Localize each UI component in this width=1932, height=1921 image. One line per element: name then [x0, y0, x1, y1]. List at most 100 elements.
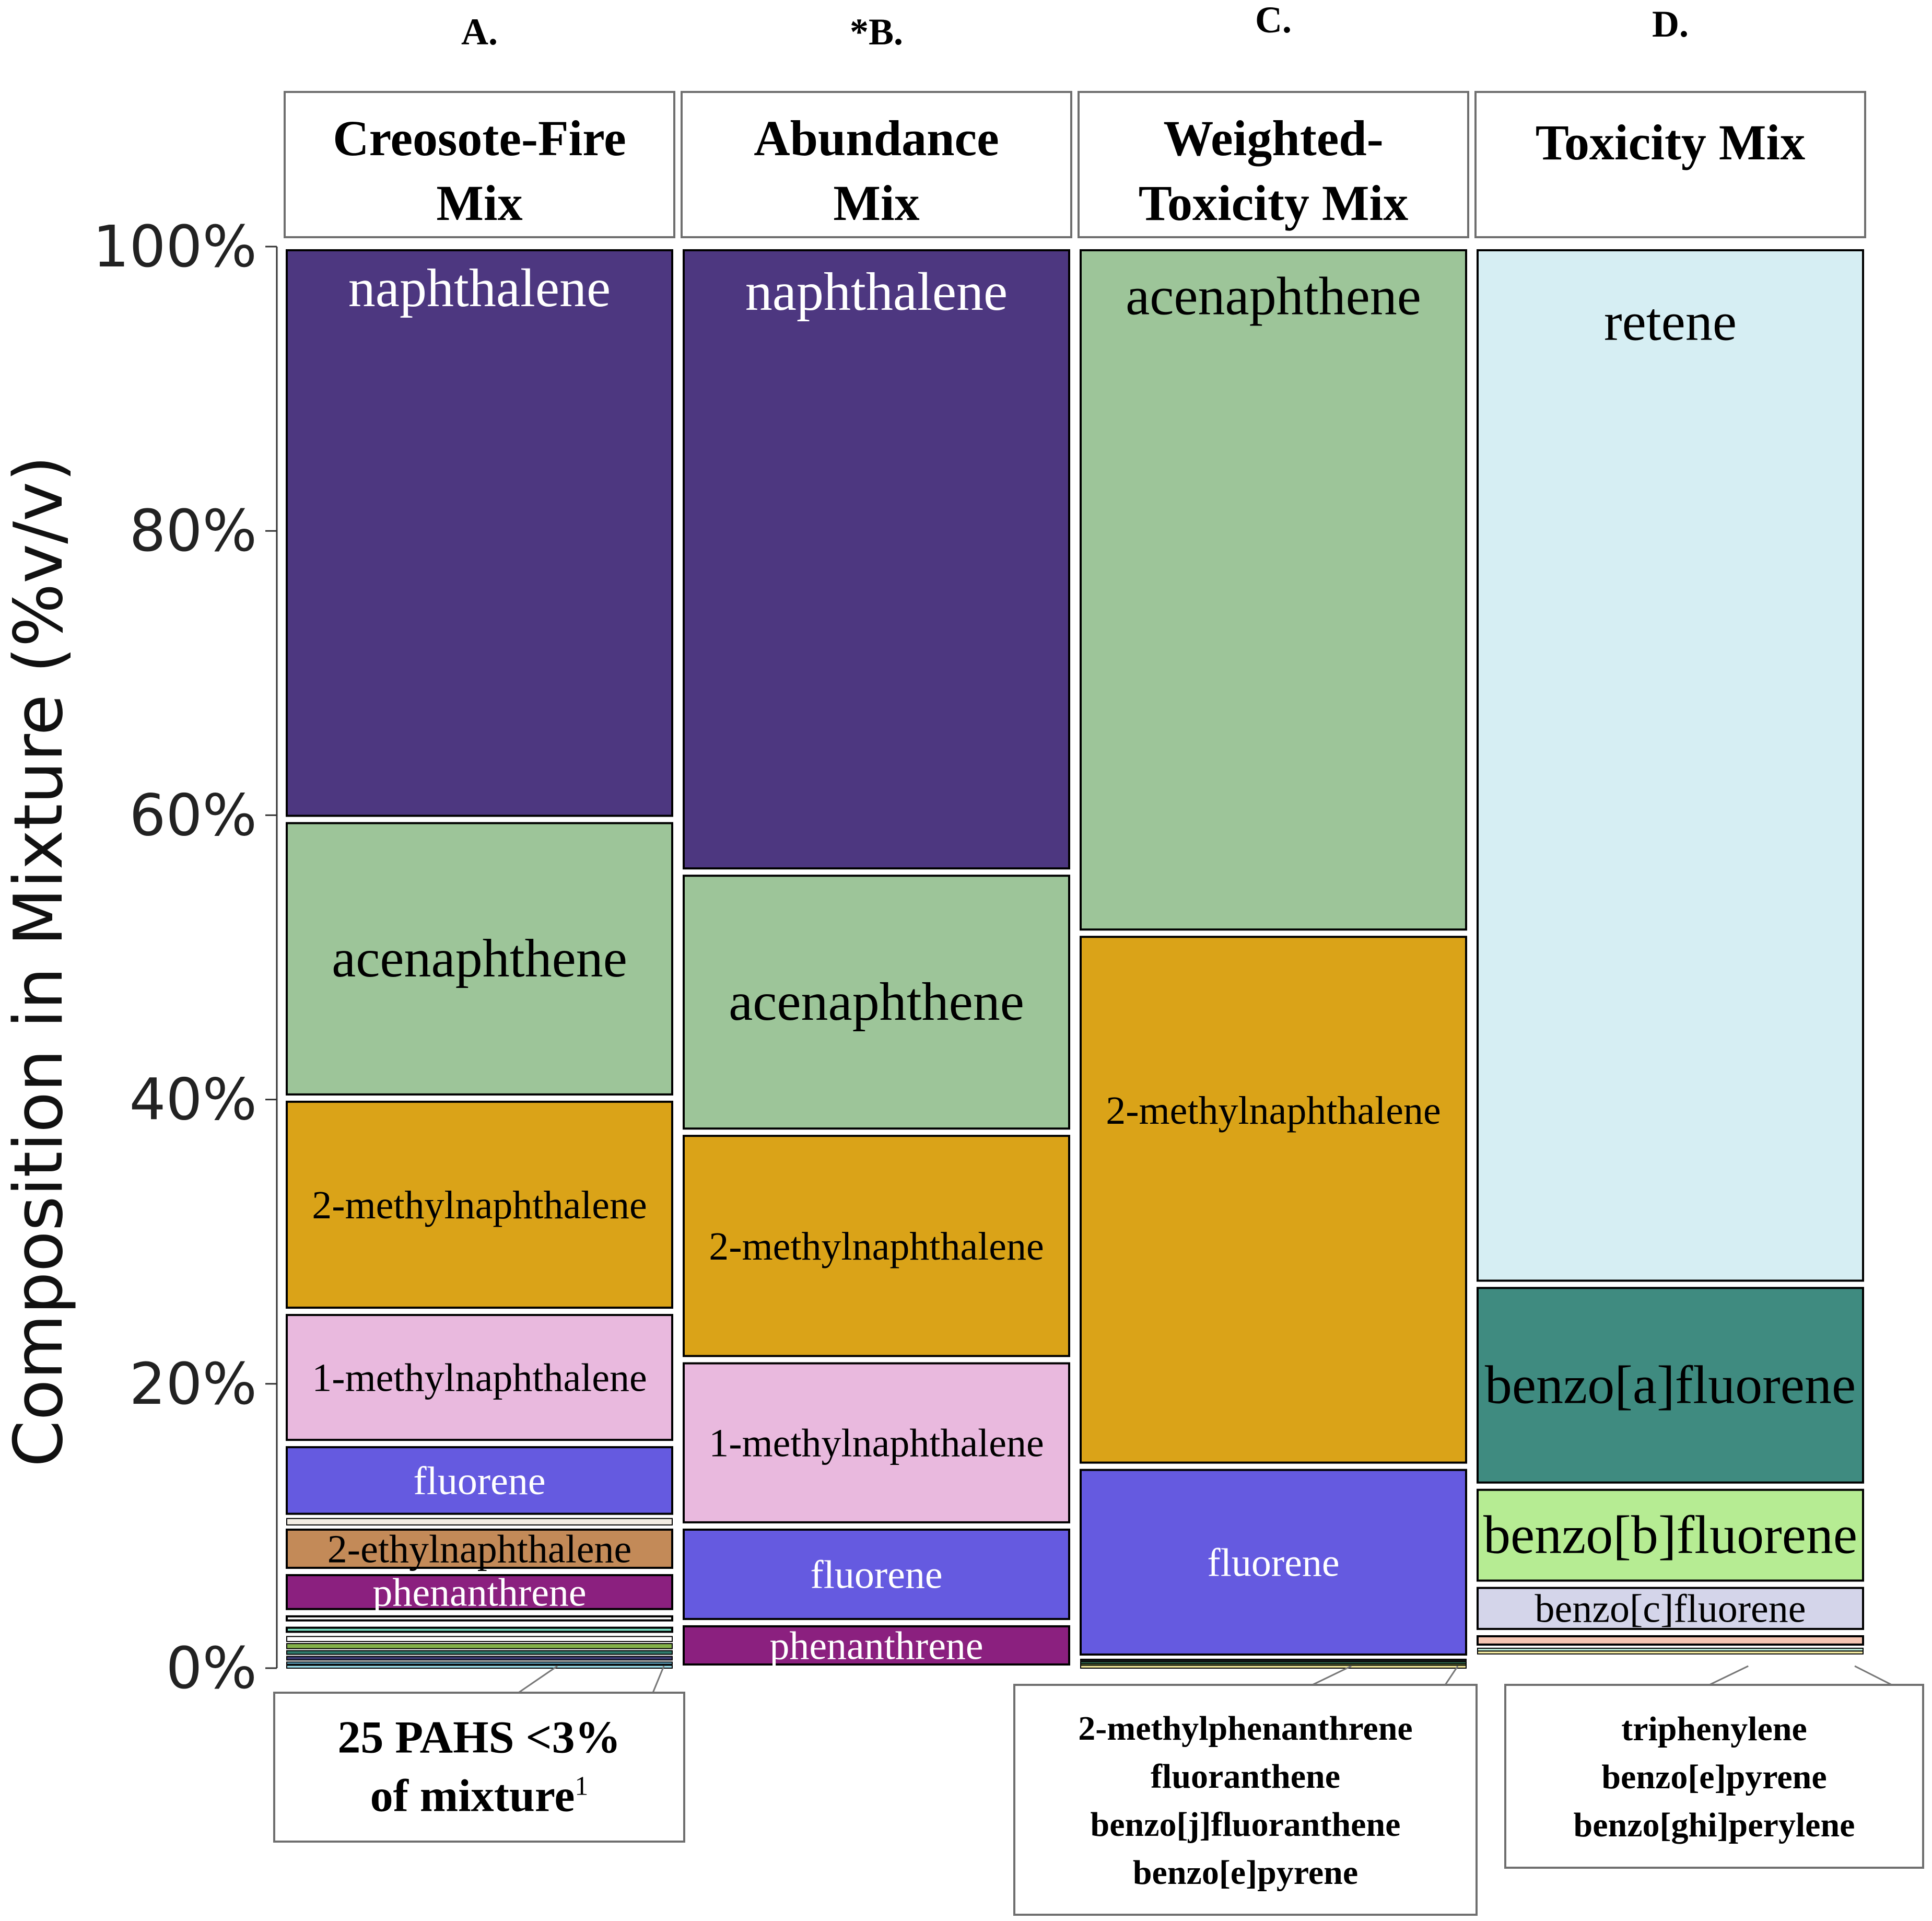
segment-label: naphthalene	[348, 258, 611, 318]
y-axis-ticks: 0% 20% 40% 60% 80% 100%	[93, 213, 277, 1702]
segment-label: retene	[1604, 292, 1737, 352]
bar-segment	[1477, 1287, 1864, 1484]
annotation-text: 25 PAHS <3%	[337, 1713, 620, 1763]
panel-title-strip	[681, 91, 1072, 238]
segment-label: acenaphthene	[332, 928, 627, 988]
annotation-text: benzo[j]fluoranthene	[1091, 1806, 1401, 1844]
bar-segment	[683, 1528, 1070, 1620]
bar-segment	[286, 1650, 673, 1655]
panel-letter: D.	[1652, 3, 1689, 45]
panel-2: *B. Abundance Mix naphthalene acenaphthene 2-…	[681, 11, 1072, 1668]
leader-line	[1854, 1665, 1892, 1686]
panel-3: C. Weighted- Toxicity Mix acenaphthene 2-met…	[1078, 0, 1469, 1669]
y-axis-label: Composition in Mixture (%v/v)	[0, 456, 78, 1467]
segment-label: acenaphthene	[729, 972, 1024, 1032]
segment-label: 1-methylnaphthalene	[709, 1422, 1044, 1465]
bar-segment	[286, 1636, 673, 1643]
panels: A. Creosote-Fire Mix naphthalene acenaphthen…	[284, 0, 1866, 1669]
leader-line	[1312, 1665, 1352, 1686]
bar-segment	[1080, 1469, 1467, 1656]
bar-segment	[1477, 1587, 1864, 1630]
annotation-text: benzo[e]pyrene	[1601, 1758, 1826, 1796]
segment-label: 2-methylnaphthalene	[709, 1225, 1044, 1268]
segment-label: phenanthrene	[769, 1624, 983, 1668]
segment-label: acenaphthene	[1126, 266, 1421, 327]
y-tick-label: 100%	[93, 213, 257, 280]
panel-title: Creosote-Fire	[333, 110, 626, 166]
annotation-text: 2-methylphenanthrene	[1078, 1709, 1412, 1748]
segment-label: phenanthrene	[372, 1570, 586, 1614]
segment-label: fluorene	[810, 1553, 942, 1597]
panel-4: D. Toxicity Mix retene benzo[a]fluorene benz…	[1474, 3, 1866, 1655]
bar-segment	[286, 1574, 673, 1610]
bar-segment	[286, 1615, 673, 1622]
annotation-callout: 2-methylphenanthrene fluoranthene benzo[j]…	[1013, 1665, 1478, 1916]
bar-segment	[286, 1643, 673, 1649]
bar-segment	[286, 1100, 673, 1309]
bar-segment	[286, 1661, 673, 1665]
bar-segment	[286, 1518, 673, 1526]
bar-segment	[1477, 1488, 1864, 1582]
bar-segment	[683, 1625, 1070, 1666]
bar-segment	[683, 249, 1070, 870]
panel-title: Mix	[436, 175, 522, 231]
annotation-box	[1013, 1684, 1478, 1916]
leader-line	[1444, 1666, 1459, 1685]
bar-segment	[1477, 249, 1864, 1282]
bar-segment	[683, 1362, 1070, 1523]
segment-label: fluorene	[413, 1459, 545, 1503]
segment-label: naphthalene	[745, 262, 1008, 322]
bar-segment	[286, 822, 673, 1096]
panel-letter: A.	[461, 11, 498, 53]
y-tick-label: 20%	[130, 1350, 257, 1417]
panel-title: Toxicity Mix	[1536, 114, 1805, 170]
y-tick-label: 80%	[130, 497, 257, 564]
y-tick-label: 40%	[130, 1066, 257, 1133]
bar-segment	[286, 1446, 673, 1515]
bar-segment	[286, 249, 673, 817]
segment-label: fluorene	[1207, 1541, 1339, 1585]
panel-title-strip	[1078, 91, 1469, 238]
annotation-text: triphenylene	[1621, 1710, 1807, 1748]
bar-segment	[286, 1528, 673, 1569]
segment-label: benzo[b]fluorene	[1483, 1505, 1857, 1565]
bar-segment	[683, 875, 1070, 1130]
bar-segment	[286, 1626, 673, 1633]
segment-label: 2-methylnaphthalene	[1106, 1089, 1441, 1133]
annotation-box	[273, 1692, 685, 1843]
y-tick-label: 60%	[130, 782, 257, 848]
bar-segment	[1080, 249, 1467, 931]
annotation-text: benzo[e]pyrene	[1133, 1854, 1358, 1892]
bar-segment	[286, 1314, 673, 1441]
panel-letter: C.	[1255, 0, 1292, 41]
bar-segment	[1477, 1650, 1864, 1655]
leader-line	[1708, 1665, 1749, 1686]
annotation-box	[1504, 1684, 1924, 1869]
bar-segment	[1080, 1658, 1467, 1661]
bar-segment	[286, 1656, 673, 1661]
panel-title: Abundance	[754, 110, 999, 166]
annotation-superscript: 1	[575, 1772, 588, 1801]
leader-line	[518, 1665, 558, 1694]
leader-line	[652, 1666, 665, 1693]
panel-title-strip	[284, 91, 675, 238]
annotations: 25 PAHS <3% of mixture1 2-methylphenanthre…	[273, 1665, 1924, 1916]
segment-label: benzo[a]fluorene	[1485, 1355, 1856, 1415]
segment-label: 2-ethylnaphthalene	[327, 1527, 631, 1571]
panel-title: Mix	[833, 175, 919, 231]
annotation-text: benzo[ghi]perylene	[1574, 1806, 1855, 1844]
bar-segment	[1477, 1635, 1864, 1646]
annotation-callout: triphenylene benzo[e]pyrene benzo[ghi]pery…	[1504, 1665, 1924, 1869]
annotation-text: fluoranthene	[1151, 1757, 1340, 1796]
bar-segment	[1080, 936, 1467, 1464]
bar-segment	[286, 1664, 673, 1669]
segment-label: 2-methylnaphthalene	[312, 1183, 647, 1227]
panel-1: A. Creosote-Fire Mix naphthalene acenaphthen…	[284, 11, 675, 1669]
panel-letter: *B.	[850, 11, 903, 53]
bar-segment	[683, 1135, 1070, 1357]
annotation-callout: 25 PAHS <3% of mixture1	[273, 1665, 685, 1843]
bar-segment	[1080, 1664, 1467, 1669]
segment-label: 1-methylnaphthalene	[312, 1356, 647, 1400]
y-tick-label: 0%	[166, 1635, 257, 1702]
